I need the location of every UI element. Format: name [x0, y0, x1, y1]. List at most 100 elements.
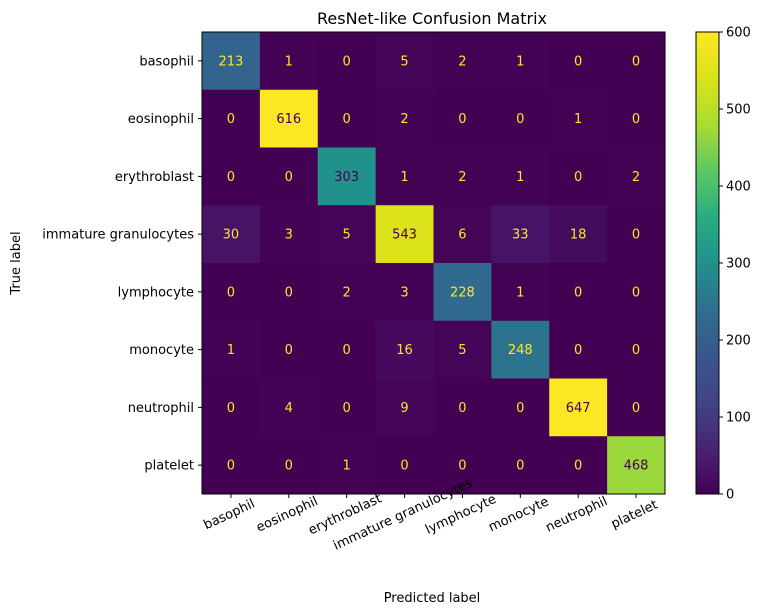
- heatmap-cell: [375, 320, 435, 379]
- cell-value: 0: [458, 401, 466, 416]
- chart-title: ResNet-like Confusion Matrix: [317, 9, 547, 28]
- cell-value: 213: [219, 54, 244, 69]
- heatmap-cell: [202, 89, 261, 148]
- cell-value: 1: [227, 343, 235, 358]
- heatmap-cell: [317, 89, 377, 148]
- heatmap-cell: [317, 205, 377, 264]
- heatmap-cell: [549, 378, 608, 437]
- cell-value: 0: [285, 170, 293, 185]
- cell-value: 0: [285, 285, 293, 300]
- x-tick-label: basophil: [202, 496, 258, 533]
- heatmap-cell: [317, 436, 377, 495]
- cell-value: 2: [458, 170, 466, 185]
- heatmap-cell: [607, 378, 666, 437]
- heatmap-cell: [433, 378, 492, 437]
- heatmap-cell: [202, 147, 261, 206]
- cell-value: 0: [458, 112, 466, 127]
- cell-value: 16: [396, 343, 413, 358]
- cell-value: 0: [574, 459, 582, 474]
- heatmap-cell: [433, 320, 492, 379]
- heatmap-cell: [202, 205, 261, 264]
- cell-value-labels: 213 1 0 5 2 1 0 00 616 0 2 0 0 1 00 0 303 1 2 1 0 230 3 5 543 6 33…: [219, 54, 649, 473]
- heatmap-cell: [317, 147, 377, 206]
- heatmap-cell: [607, 320, 666, 379]
- heatmap-cell: [375, 263, 435, 322]
- cell-value: 30: [223, 228, 240, 243]
- colorbar-tick-label: 0: [726, 488, 734, 503]
- heatmap-cell: [259, 147, 319, 206]
- y-tick-label: basophil: [139, 54, 194, 69]
- y-tick-label: immature granulocytes: [42, 228, 194, 243]
- heatmap-cell: [549, 32, 608, 91]
- y-tick-label: monocyte: [129, 343, 194, 358]
- cell-value: 0: [343, 343, 351, 358]
- cell-value: 5: [400, 54, 408, 69]
- heatmap-cell: [433, 263, 492, 322]
- cell-value: 0: [227, 401, 235, 416]
- cell-value: 616: [276, 112, 301, 127]
- cell-value: 1: [574, 112, 582, 127]
- cell-value: 0: [574, 285, 582, 300]
- heatmap-cell: [202, 436, 261, 495]
- heatmap-cell: [433, 147, 492, 206]
- plot-frame: [201, 31, 666, 495]
- heatmap-cell: [259, 436, 319, 495]
- cell-value: 2: [458, 54, 466, 69]
- colorbar-tick-label: 600: [726, 26, 751, 41]
- cell-value: 0: [227, 112, 235, 127]
- cell-value: 9: [400, 401, 408, 416]
- cell-value: 0: [458, 459, 466, 474]
- heatmap-cell: [375, 147, 435, 206]
- cell-value: 0: [632, 112, 640, 127]
- y-tick-label: platelet: [144, 459, 194, 474]
- cell-value: 1: [400, 170, 408, 185]
- cell-value: 543: [392, 228, 417, 243]
- cell-value: 0: [632, 228, 640, 243]
- cell-value: 6: [458, 228, 466, 243]
- heatmap-cell: [259, 320, 319, 379]
- heatmap-cell: [607, 147, 666, 206]
- heatmap-cell: [259, 32, 319, 91]
- cell-value: 2: [632, 170, 640, 185]
- cell-value: 0: [285, 459, 293, 474]
- cell-value: 0: [400, 459, 408, 474]
- colorbar-tick-label: 400: [726, 180, 751, 195]
- colorbar-tick-label: 100: [726, 411, 751, 426]
- heatmap-cell: [375, 205, 435, 264]
- heatmap-cell: [491, 205, 550, 264]
- cell-value: 0: [516, 459, 524, 474]
- cell-value: 0: [343, 112, 351, 127]
- cell-value: 2: [343, 285, 351, 300]
- heatmap-cell: [491, 436, 550, 495]
- heatmap-cell: [607, 89, 666, 148]
- heatmap-cell: [607, 436, 666, 495]
- cell-value: 2: [400, 112, 408, 127]
- heatmap-cell: [259, 89, 319, 148]
- heatmap-cell: [549, 263, 608, 322]
- cell-value: 1: [516, 170, 524, 185]
- heatmap-cell: [202, 263, 261, 322]
- cell-value: 0: [632, 343, 640, 358]
- cell-value: 0: [285, 343, 293, 358]
- cell-value: 1: [516, 285, 524, 300]
- heatmap-cell: [491, 147, 550, 206]
- heatmap-cell: [202, 32, 261, 91]
- colorbar-tick-label: 500: [726, 103, 751, 118]
- heatmap-cell: [375, 32, 435, 91]
- cell-value: 0: [574, 54, 582, 69]
- x-tick-label: platelet: [609, 498, 660, 533]
- heatmap-cell: [433, 205, 492, 264]
- cell-value: 0: [632, 285, 640, 300]
- heatmap-cell: [375, 89, 435, 148]
- cell-value: 0: [516, 401, 524, 416]
- colorbar: [695, 31, 720, 495]
- heatmap-cell: [202, 378, 261, 437]
- cell-value: 5: [343, 228, 351, 243]
- y-tick-label: neutrophil: [128, 401, 194, 416]
- cell-value: 228: [450, 285, 475, 300]
- heatmap-cells: [202, 32, 666, 495]
- cell-value: 248: [508, 343, 533, 358]
- y-axis-label: True label: [9, 231, 24, 295]
- cell-value: 18: [570, 228, 587, 243]
